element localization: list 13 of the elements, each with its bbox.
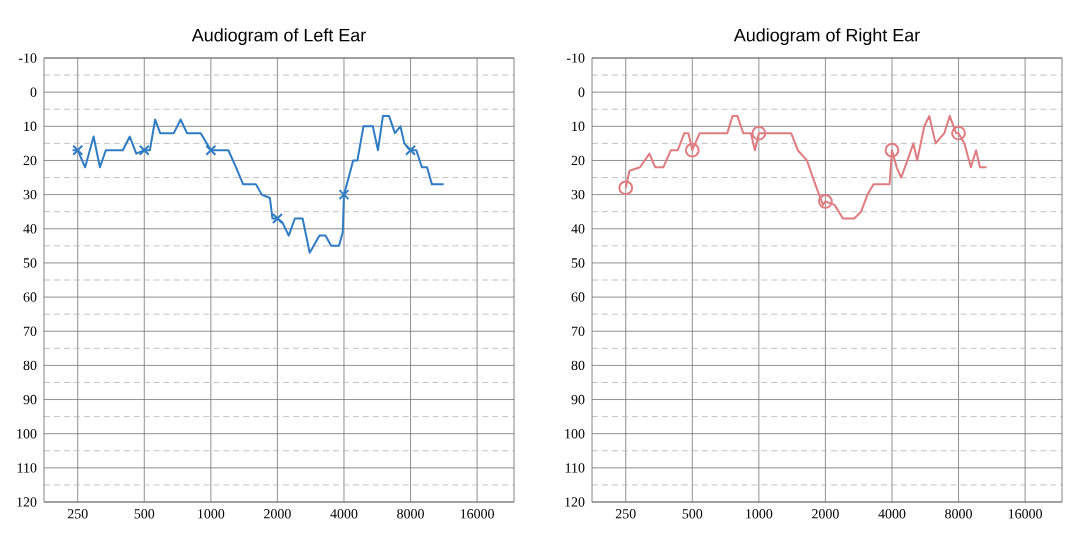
chart-title: Audiogram of Right Ear [733, 28, 920, 45]
point [618, 180, 634, 196]
point [405, 144, 417, 156]
point [684, 142, 700, 158]
point [884, 142, 900, 158]
point [338, 189, 350, 201]
point [818, 194, 833, 209]
point [951, 125, 966, 141]
chart-title: Audiogram of Left Ear [191, 28, 366, 45]
point [751, 125, 767, 141]
point [271, 213, 283, 225]
point [205, 144, 217, 156]
point [138, 144, 150, 156]
